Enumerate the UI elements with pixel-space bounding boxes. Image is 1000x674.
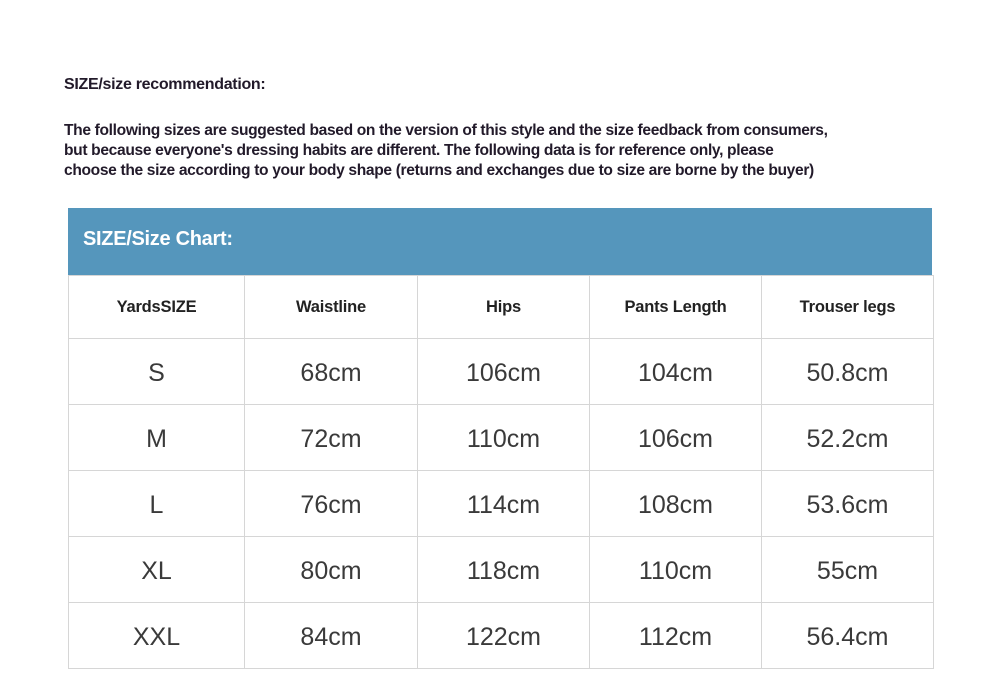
size-chart-title: SIZE/Size Chart:: [83, 228, 233, 250]
table-row: XXL 84cm 122cm 112cm 56.4cm: [68, 602, 934, 669]
size-chart-header-band: SIZE/Size Chart:: [68, 208, 932, 275]
column-header: Hips: [417, 275, 590, 339]
table-row: S 68cm 106cm 104cm 50.8cm: [68, 338, 934, 405]
table-cell: 110cm: [417, 404, 590, 471]
table-cell: 106cm: [417, 338, 590, 405]
table-cell: 104cm: [589, 338, 762, 405]
table-cell: 52.2cm: [761, 404, 934, 471]
page-title: SIZE/size recommendation:: [64, 76, 266, 93]
column-header: YardsSIZE: [68, 275, 245, 339]
description-line: The following sizes are suggested based …: [64, 122, 828, 139]
table-row: XL 80cm 118cm 110cm 55cm: [68, 536, 934, 603]
table-cell: L: [68, 470, 245, 537]
table-cell: 110cm: [589, 536, 762, 603]
table-cell: 76cm: [244, 470, 418, 537]
table-row: L 76cm 114cm 108cm 53.6cm: [68, 470, 934, 537]
table-cell: 84cm: [244, 602, 418, 669]
table-cell: XXL: [68, 602, 245, 669]
table-row: M 72cm 110cm 106cm 52.2cm: [68, 404, 934, 471]
table-cell: 118cm: [417, 536, 590, 603]
table-cell: 53.6cm: [761, 470, 934, 537]
table-cell: 122cm: [417, 602, 590, 669]
description-line: choose the size according to your body s…: [64, 162, 814, 179]
table-cell: 112cm: [589, 602, 762, 669]
table-cell: XL: [68, 536, 245, 603]
column-header: Trouser legs: [761, 275, 934, 339]
table-cell: 55cm: [761, 536, 934, 603]
table-cell: 68cm: [244, 338, 418, 405]
table-cell: 56.4cm: [761, 602, 934, 669]
table-cell: 114cm: [417, 470, 590, 537]
size-table: YardsSIZE Waistline Hips Pants Length Trouse…: [68, 275, 934, 669]
table-cell: 80cm: [244, 536, 418, 603]
table-cell: 106cm: [589, 404, 762, 471]
column-header: Pants Length: [589, 275, 762, 339]
column-header: Waistline: [244, 275, 418, 339]
table-cell: 108cm: [589, 470, 762, 537]
table-cell: M: [68, 404, 245, 471]
table-cell: 50.8cm: [761, 338, 934, 405]
table-cell: S: [68, 338, 245, 405]
table-header-row: YardsSIZE Waistline Hips Pants Length Trouse…: [68, 275, 934, 339]
table-cell: 72cm: [244, 404, 418, 471]
description-line: but because everyone's dressing habits a…: [64, 142, 774, 159]
description: The following sizes are suggested based …: [64, 121, 944, 181]
